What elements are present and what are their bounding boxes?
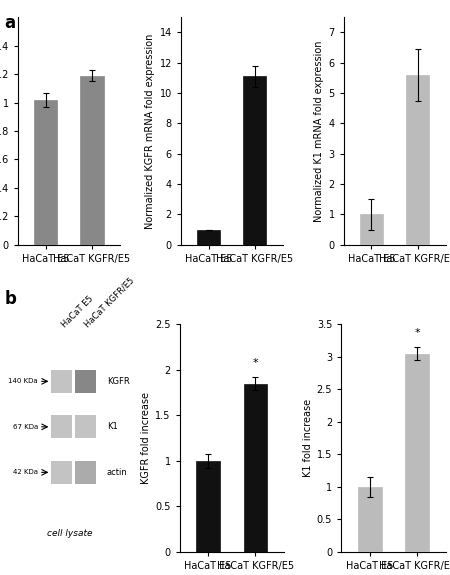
Bar [81, 75, 104, 245]
Y-axis label: K1 fold increase: K1 fold increase [302, 399, 313, 477]
Y-axis label: KGFR fold increase: KGFR fold increase [141, 392, 151, 484]
Bar [360, 214, 383, 245]
Text: K1: K1 [107, 423, 117, 431]
Bar [75, 461, 96, 484]
Text: HaCaT E5: HaCaT E5 [60, 294, 95, 329]
Bar [196, 461, 220, 552]
Bar [34, 99, 57, 245]
Bar [51, 461, 72, 484]
Text: *: * [252, 358, 258, 368]
Text: KGFR: KGFR [107, 377, 130, 386]
Text: HaCaT KGFR/E5: HaCaT KGFR/E5 [83, 276, 136, 329]
Bar [243, 384, 267, 552]
Bar [406, 75, 429, 245]
Text: *: * [414, 328, 420, 338]
Text: b: b [4, 290, 16, 308]
Bar [243, 76, 266, 245]
Text: 140 KDa: 140 KDa [8, 378, 38, 384]
Text: 42 KDa: 42 KDa [13, 469, 38, 476]
Text: 67 KDa: 67 KDa [13, 424, 38, 430]
Bar [51, 370, 72, 393]
Y-axis label: Normalized KGFR mRNA fold expression: Normalized KGFR mRNA fold expression [145, 33, 155, 229]
Bar [197, 229, 220, 245]
Text: cell lysate: cell lysate [47, 530, 93, 538]
Text: a: a [4, 14, 16, 32]
Y-axis label: Normalized K1 mRNA fold expression: Normalized K1 mRNA fold expression [314, 40, 324, 222]
Text: actin: actin [107, 468, 127, 477]
Bar [405, 354, 429, 552]
Bar [358, 487, 382, 552]
Bar [75, 370, 96, 393]
Bar [51, 416, 72, 438]
Bar [75, 416, 96, 438]
